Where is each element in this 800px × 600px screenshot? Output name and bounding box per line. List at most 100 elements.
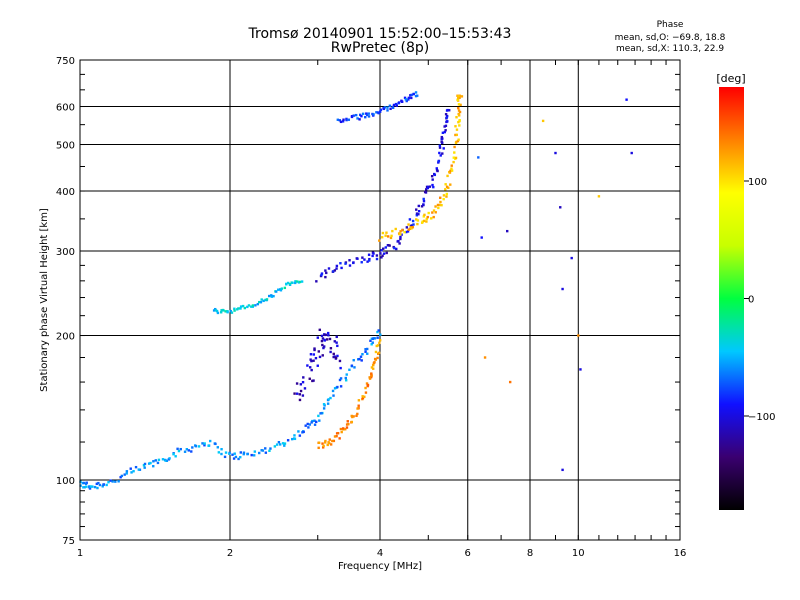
data-point [431, 211, 434, 214]
data-point [356, 358, 360, 361]
data-point [120, 474, 124, 478]
data-point [223, 455, 227, 459]
data-point [505, 229, 509, 233]
data-point [376, 356, 379, 360]
data-point [303, 387, 307, 390]
data-point [161, 458, 165, 461]
data-point [458, 124, 461, 127]
data-point [331, 439, 334, 443]
data-point [338, 119, 342, 122]
data-point [216, 311, 220, 315]
data-point [347, 422, 350, 426]
data-point [364, 348, 367, 351]
data-point [275, 290, 278, 293]
data-point [254, 304, 257, 307]
data-point [214, 307, 217, 311]
data-point [365, 382, 369, 385]
data-point [370, 372, 373, 375]
data-point [239, 455, 242, 459]
data-point [385, 251, 388, 255]
x-axis-label: Frequency [MHz] [338, 561, 422, 572]
data-point [425, 217, 428, 221]
data-point [308, 377, 311, 380]
data-point [130, 471, 133, 474]
x-tick-label: 8 [527, 548, 533, 559]
data-point [386, 109, 389, 112]
data-point [346, 420, 349, 423]
data-point [327, 267, 331, 270]
data-point [368, 257, 371, 261]
data-point [270, 295, 274, 298]
colorbar-tick-label: 100 [748, 177, 767, 188]
data-point [436, 169, 439, 173]
data-point [400, 100, 404, 103]
data-point [217, 451, 221, 454]
data-point [415, 218, 418, 221]
data-point [457, 138, 460, 141]
data-point [311, 419, 314, 423]
data-point [83, 486, 86, 489]
data-point [378, 110, 382, 113]
data-point [328, 337, 332, 341]
data-point [430, 217, 433, 220]
data-point [361, 112, 365, 116]
data-point [453, 145, 456, 149]
data-point [377, 111, 380, 115]
data-point [323, 333, 326, 337]
data-point [111, 480, 114, 483]
data-point [298, 434, 302, 437]
data-point [365, 112, 368, 115]
data-point [366, 260, 369, 263]
data-point [390, 234, 393, 238]
data-point [454, 125, 457, 128]
data-point [237, 457, 240, 461]
data-point [295, 392, 299, 395]
data-point [239, 305, 243, 308]
data-point [283, 442, 287, 445]
data-point [298, 280, 302, 284]
data-point [415, 212, 419, 215]
data-point [350, 364, 354, 367]
data-point [286, 281, 290, 285]
data-point [320, 273, 323, 277]
data-point [329, 347, 333, 350]
data-point [361, 352, 364, 356]
data-point [323, 338, 326, 342]
data-point [372, 113, 375, 116]
data-point [123, 473, 126, 476]
data-point [324, 269, 327, 272]
data-point [194, 445, 198, 448]
data-point [142, 464, 146, 467]
data-point [446, 108, 449, 112]
data-point [430, 175, 434, 178]
data-point [450, 167, 453, 170]
data-point [355, 113, 358, 117]
data-point [156, 461, 160, 465]
data-point [323, 441, 327, 444]
data-point [91, 485, 94, 488]
data-point [333, 269, 337, 272]
data-point [442, 197, 445, 201]
data-point [320, 412, 323, 415]
data-point [243, 306, 247, 310]
data-point [301, 431, 304, 434]
data-point [380, 256, 383, 259]
data-point [372, 337, 375, 340]
data-point [222, 309, 225, 312]
data-point [396, 240, 399, 243]
data-point [258, 451, 261, 455]
data-point [425, 220, 428, 223]
data-point [456, 98, 459, 101]
data-point [293, 392, 296, 395]
data-point [152, 464, 155, 468]
data-point [313, 419, 316, 422]
stats-heading: Phase [656, 20, 684, 30]
data-point [344, 379, 348, 382]
data-point [258, 300, 261, 304]
data-point [216, 446, 220, 449]
data-point [143, 466, 146, 469]
data-point [224, 451, 228, 454]
data-point [382, 252, 386, 255]
data-point [237, 307, 240, 310]
data-point [459, 103, 462, 107]
